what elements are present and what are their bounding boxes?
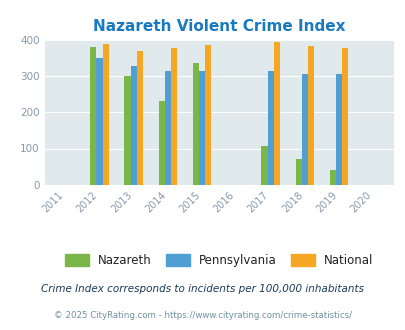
Bar <box>301 74 307 185</box>
Bar <box>130 66 136 185</box>
Bar <box>164 71 171 185</box>
Bar <box>329 170 335 185</box>
Bar <box>261 146 267 185</box>
Text: Crime Index corresponds to incidents per 100,000 inhabitants: Crime Index corresponds to incidents per… <box>41 284 364 294</box>
Bar <box>102 44 109 185</box>
Bar <box>171 48 177 185</box>
Text: © 2025 CityRating.com - https://www.cityrating.com/crime-statistics/: © 2025 CityRating.com - https://www.city… <box>54 312 351 320</box>
Bar <box>158 101 164 185</box>
Bar <box>96 58 102 185</box>
Title: Nazareth Violent Crime Index: Nazareth Violent Crime Index <box>93 19 345 34</box>
Bar <box>136 51 143 185</box>
Bar <box>267 71 273 185</box>
Bar <box>341 48 347 185</box>
Bar <box>198 71 205 185</box>
Bar <box>205 46 211 185</box>
Legend: Nazareth, Pennsylvania, National: Nazareth, Pennsylvania, National <box>60 249 377 271</box>
Bar <box>124 76 130 185</box>
Bar <box>335 74 341 185</box>
Bar <box>90 47 96 185</box>
Bar <box>295 159 301 185</box>
Bar <box>273 42 279 185</box>
Bar <box>192 63 198 185</box>
Bar <box>307 47 313 185</box>
